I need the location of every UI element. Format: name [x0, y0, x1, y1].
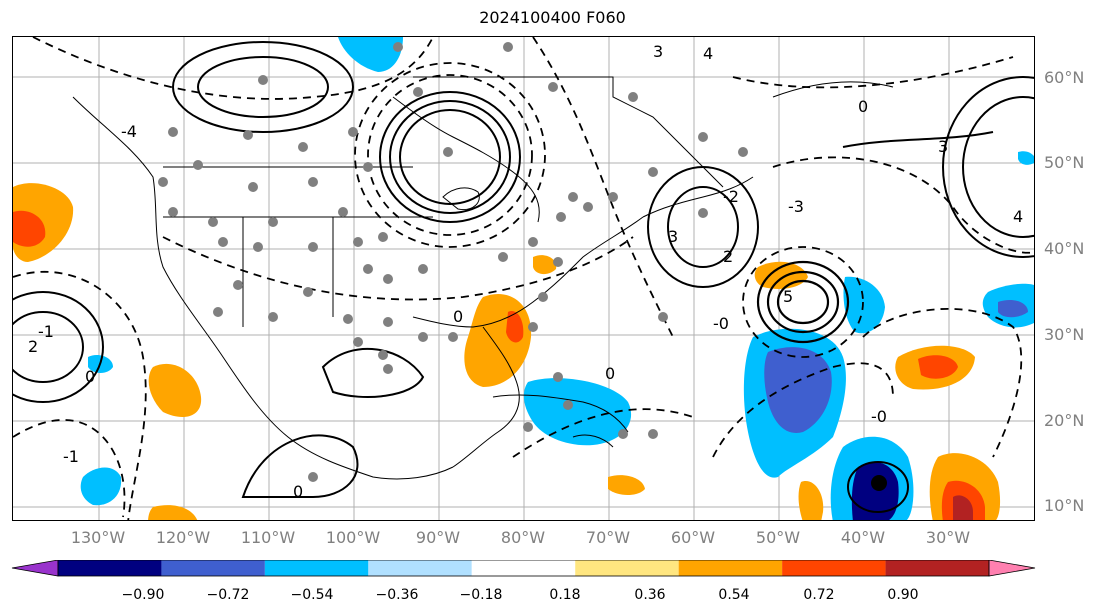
colorbar-tick-label: −0.54	[290, 587, 334, 603]
colorbar	[11, 560, 1036, 577]
colorbar-segment	[264, 560, 369, 576]
station-markers	[158, 42, 748, 482]
colorbar-tick-label: −0.72	[206, 587, 250, 603]
colorbar-segment	[471, 560, 576, 576]
colorbar-segment	[678, 560, 783, 576]
station-marker-highlight	[871, 475, 887, 491]
lon-label: 60°W	[670, 528, 716, 547]
lon-label: 30°W	[925, 528, 971, 547]
contour-label: 3	[653, 42, 663, 61]
contour-label: 3	[938, 137, 948, 156]
lat-label: 50°N	[1044, 153, 1085, 172]
colorbar-tick-label: 0.54	[718, 587, 750, 603]
colorbar-segment	[885, 560, 989, 576]
lat-label: 60°N	[1044, 68, 1085, 87]
colorbar-high-extend	[988, 560, 1036, 577]
colorbar-low-extend	[11, 560, 59, 577]
contour-label: 0	[858, 97, 868, 116]
contour-label: -3	[788, 197, 804, 216]
lat-label: 30°N	[1044, 325, 1085, 344]
contour-label: 4	[703, 44, 713, 63]
colorbar-tick-label: 0.18	[549, 587, 581, 603]
lon-label: 100°W	[325, 528, 381, 547]
contour-label: 0	[605, 364, 615, 383]
colorbar-tick-label: 0.72	[803, 587, 835, 603]
lon-label: 120°W	[155, 528, 211, 547]
colorbar-tick-label: −0.90	[121, 587, 165, 603]
colorbar-segment	[575, 560, 679, 576]
contour-label: 0	[453, 307, 463, 326]
contour-label: -4	[121, 122, 137, 141]
map-title: 2024100400 F060	[479, 8, 626, 27]
graticule	[13, 37, 1034, 520]
colorbar-tick-label: 0.90	[887, 587, 919, 603]
coastlines	[72, 76, 894, 480]
contour-label: 0	[293, 482, 303, 501]
contour-label: 2	[28, 337, 38, 356]
lon-label: 130°W	[70, 528, 126, 547]
contour-label-group: 3 4 3 0 5 2 -0 0 -0 0 0 -1 2 -1 3 4 -4 -…	[28, 42, 1023, 501]
lon-label: 90°W	[415, 528, 461, 547]
colorbar-tick-label: −0.36	[375, 587, 419, 603]
contour-label: -0	[871, 407, 887, 426]
contour-lines	[13, 37, 1034, 520]
colorbar-segment	[161, 560, 265, 576]
lon-label: 40°W	[840, 528, 886, 547]
lon-label: 110°W	[240, 528, 296, 547]
lon-label: 80°W	[500, 528, 546, 547]
lat-label: 40°N	[1044, 239, 1085, 258]
map-panel: 3 4 3 0 5 2 -0 0 -0 0 0 -1 2 -1 3 4 -4 -…	[12, 36, 1035, 521]
lon-label: 50°W	[755, 528, 801, 547]
colorbar-segment	[782, 560, 886, 576]
contour-label: -0	[713, 314, 729, 333]
colorbar-tick-label: 0.36	[634, 587, 666, 603]
colorbar-segments	[11, 560, 1036, 577]
colorbar-segment	[58, 560, 162, 576]
contour-label: 4	[1013, 207, 1023, 226]
contour-label: 5	[783, 287, 793, 306]
lon-label: 70°W	[585, 528, 631, 547]
contour-label: -2	[723, 187, 739, 206]
colorbar-segment	[368, 560, 472, 576]
contour-label: 3	[668, 227, 678, 246]
contour-label: -1	[38, 322, 54, 341]
colorbar-tick-label: −0.18	[459, 587, 503, 603]
contour-label: 0	[85, 367, 95, 386]
contour-label: -1	[63, 447, 79, 466]
colorbar-outline	[57, 560, 990, 577]
map-canvas: 3 4 3 0 5 2 -0 0 -0 0 0 -1 2 -1 3 4 -4 -…	[13, 37, 1034, 520]
contour-label: 2	[723, 247, 733, 266]
lat-label: 10°N	[1044, 496, 1085, 515]
lat-label: 20°N	[1044, 411, 1085, 430]
shaded-field	[13, 37, 1034, 520]
